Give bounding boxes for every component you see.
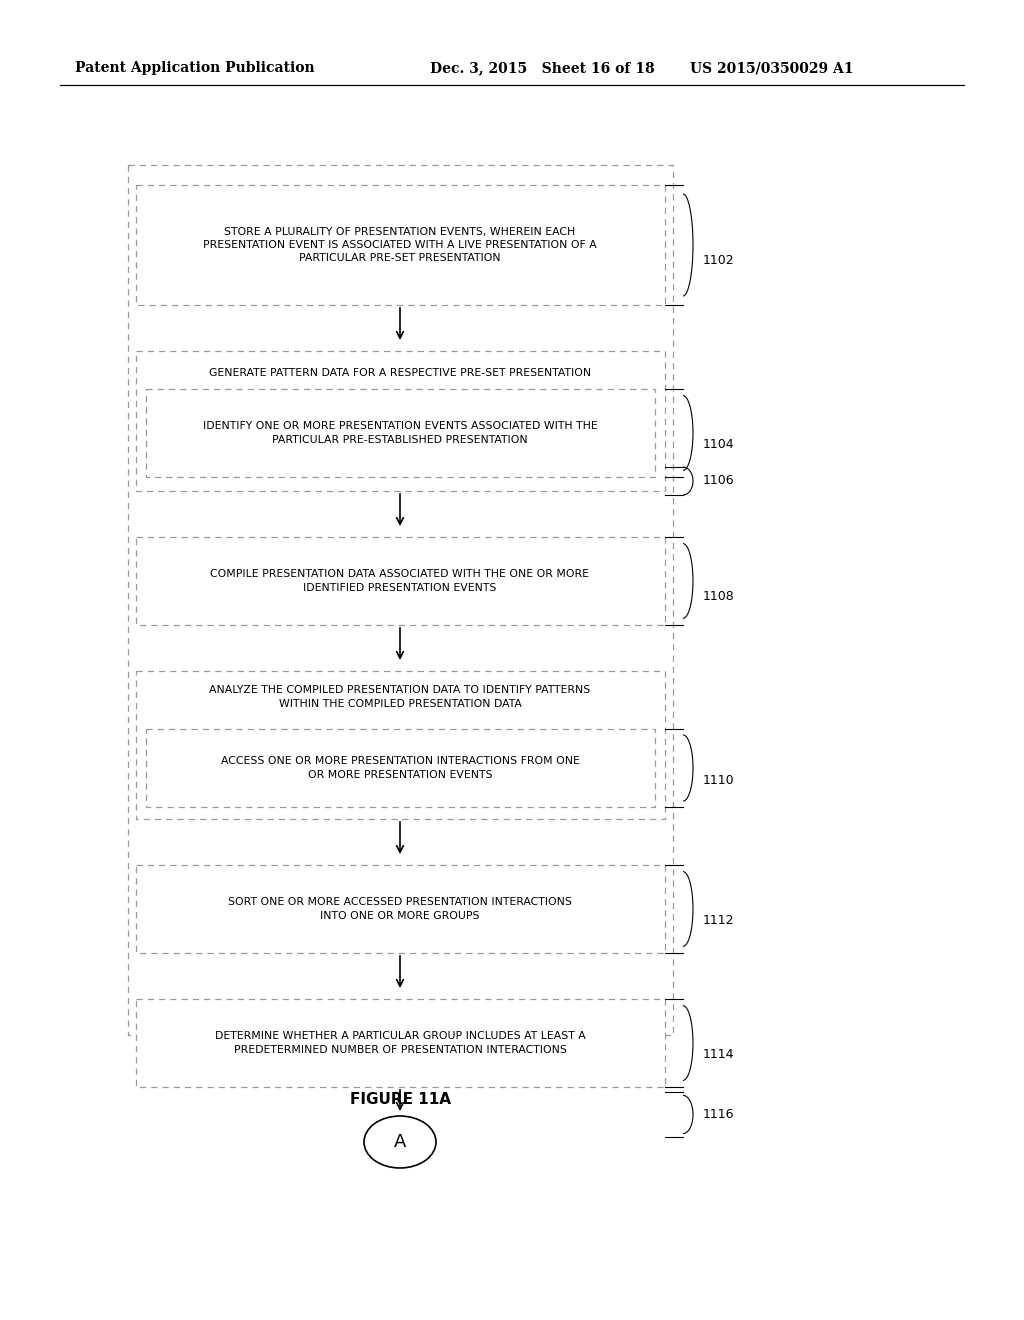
Bar [136, 537, 665, 624]
Text: ANALYZE THE COMPILED PRESENTATION DATA TO IDENTIFY PATTERNS
WITHIN THE COMPILED : ANALYZE THE COMPILED PRESENTATION DATA T… [209, 685, 591, 709]
Text: Patent Application Publication: Patent Application Publication [75, 61, 314, 75]
Text: 1104: 1104 [703, 438, 734, 451]
Text: SORT ONE OR MORE ACCESSED PRESENTATION INTERACTIONS
INTO ONE OR MORE GROUPS: SORT ONE OR MORE ACCESSED PRESENTATION I… [228, 898, 572, 920]
Text: Dec. 3, 2015   Sheet 16 of 18: Dec. 3, 2015 Sheet 16 of 18 [430, 61, 654, 75]
Bar [146, 729, 655, 807]
Text: 1102: 1102 [703, 253, 734, 267]
Bar [136, 999, 665, 1086]
Text: 1106: 1106 [703, 474, 734, 487]
Text: 1114: 1114 [703, 1048, 734, 1061]
Text: 1112: 1112 [703, 915, 734, 928]
Bar [136, 185, 665, 305]
Bar [136, 351, 665, 491]
Text: 1116: 1116 [703, 1109, 734, 1122]
Text: DETERMINE WHETHER A PARTICULAR GROUP INCLUDES AT LEAST A
PREDETERMINED NUMBER OF: DETERMINE WHETHER A PARTICULAR GROUP INC… [215, 1031, 586, 1055]
Bar [136, 671, 665, 818]
Text: ACCESS ONE OR MORE PRESENTATION INTERACTIONS FROM ONE
OR MORE PRESENTATION EVENT: ACCESS ONE OR MORE PRESENTATION INTERACT… [220, 756, 580, 780]
Bar [128, 165, 673, 1035]
Text: 1108: 1108 [703, 590, 735, 602]
Ellipse shape [364, 1115, 436, 1168]
Text: GENERATE PATTERN DATA FOR A RESPECTIVE PRE-SET PRESENTATION: GENERATE PATTERN DATA FOR A RESPECTIVE P… [209, 368, 591, 378]
Bar [136, 865, 665, 953]
Bar [146, 389, 655, 477]
Text: IDENTIFY ONE OR MORE PRESENTATION EVENTS ASSOCIATED WITH THE
PARTICULAR PRE-ESTA: IDENTIFY ONE OR MORE PRESENTATION EVENTS… [203, 421, 597, 445]
Text: COMPILE PRESENTATION DATA ASSOCIATED WITH THE ONE OR MORE
IDENTIFIED PRESENTATIO: COMPILE PRESENTATION DATA ASSOCIATED WIT… [211, 569, 590, 593]
Text: 1110: 1110 [703, 774, 734, 787]
Text: STORE A PLURALITY OF PRESENTATION EVENTS, WHEREIN EACH
PRESENTATION EVENT IS ASS: STORE A PLURALITY OF PRESENTATION EVENTS… [203, 227, 597, 263]
Text: FIGURE 11A: FIGURE 11A [349, 1093, 451, 1107]
Text: A: A [394, 1133, 407, 1151]
Text: US 2015/0350029 A1: US 2015/0350029 A1 [690, 61, 853, 75]
